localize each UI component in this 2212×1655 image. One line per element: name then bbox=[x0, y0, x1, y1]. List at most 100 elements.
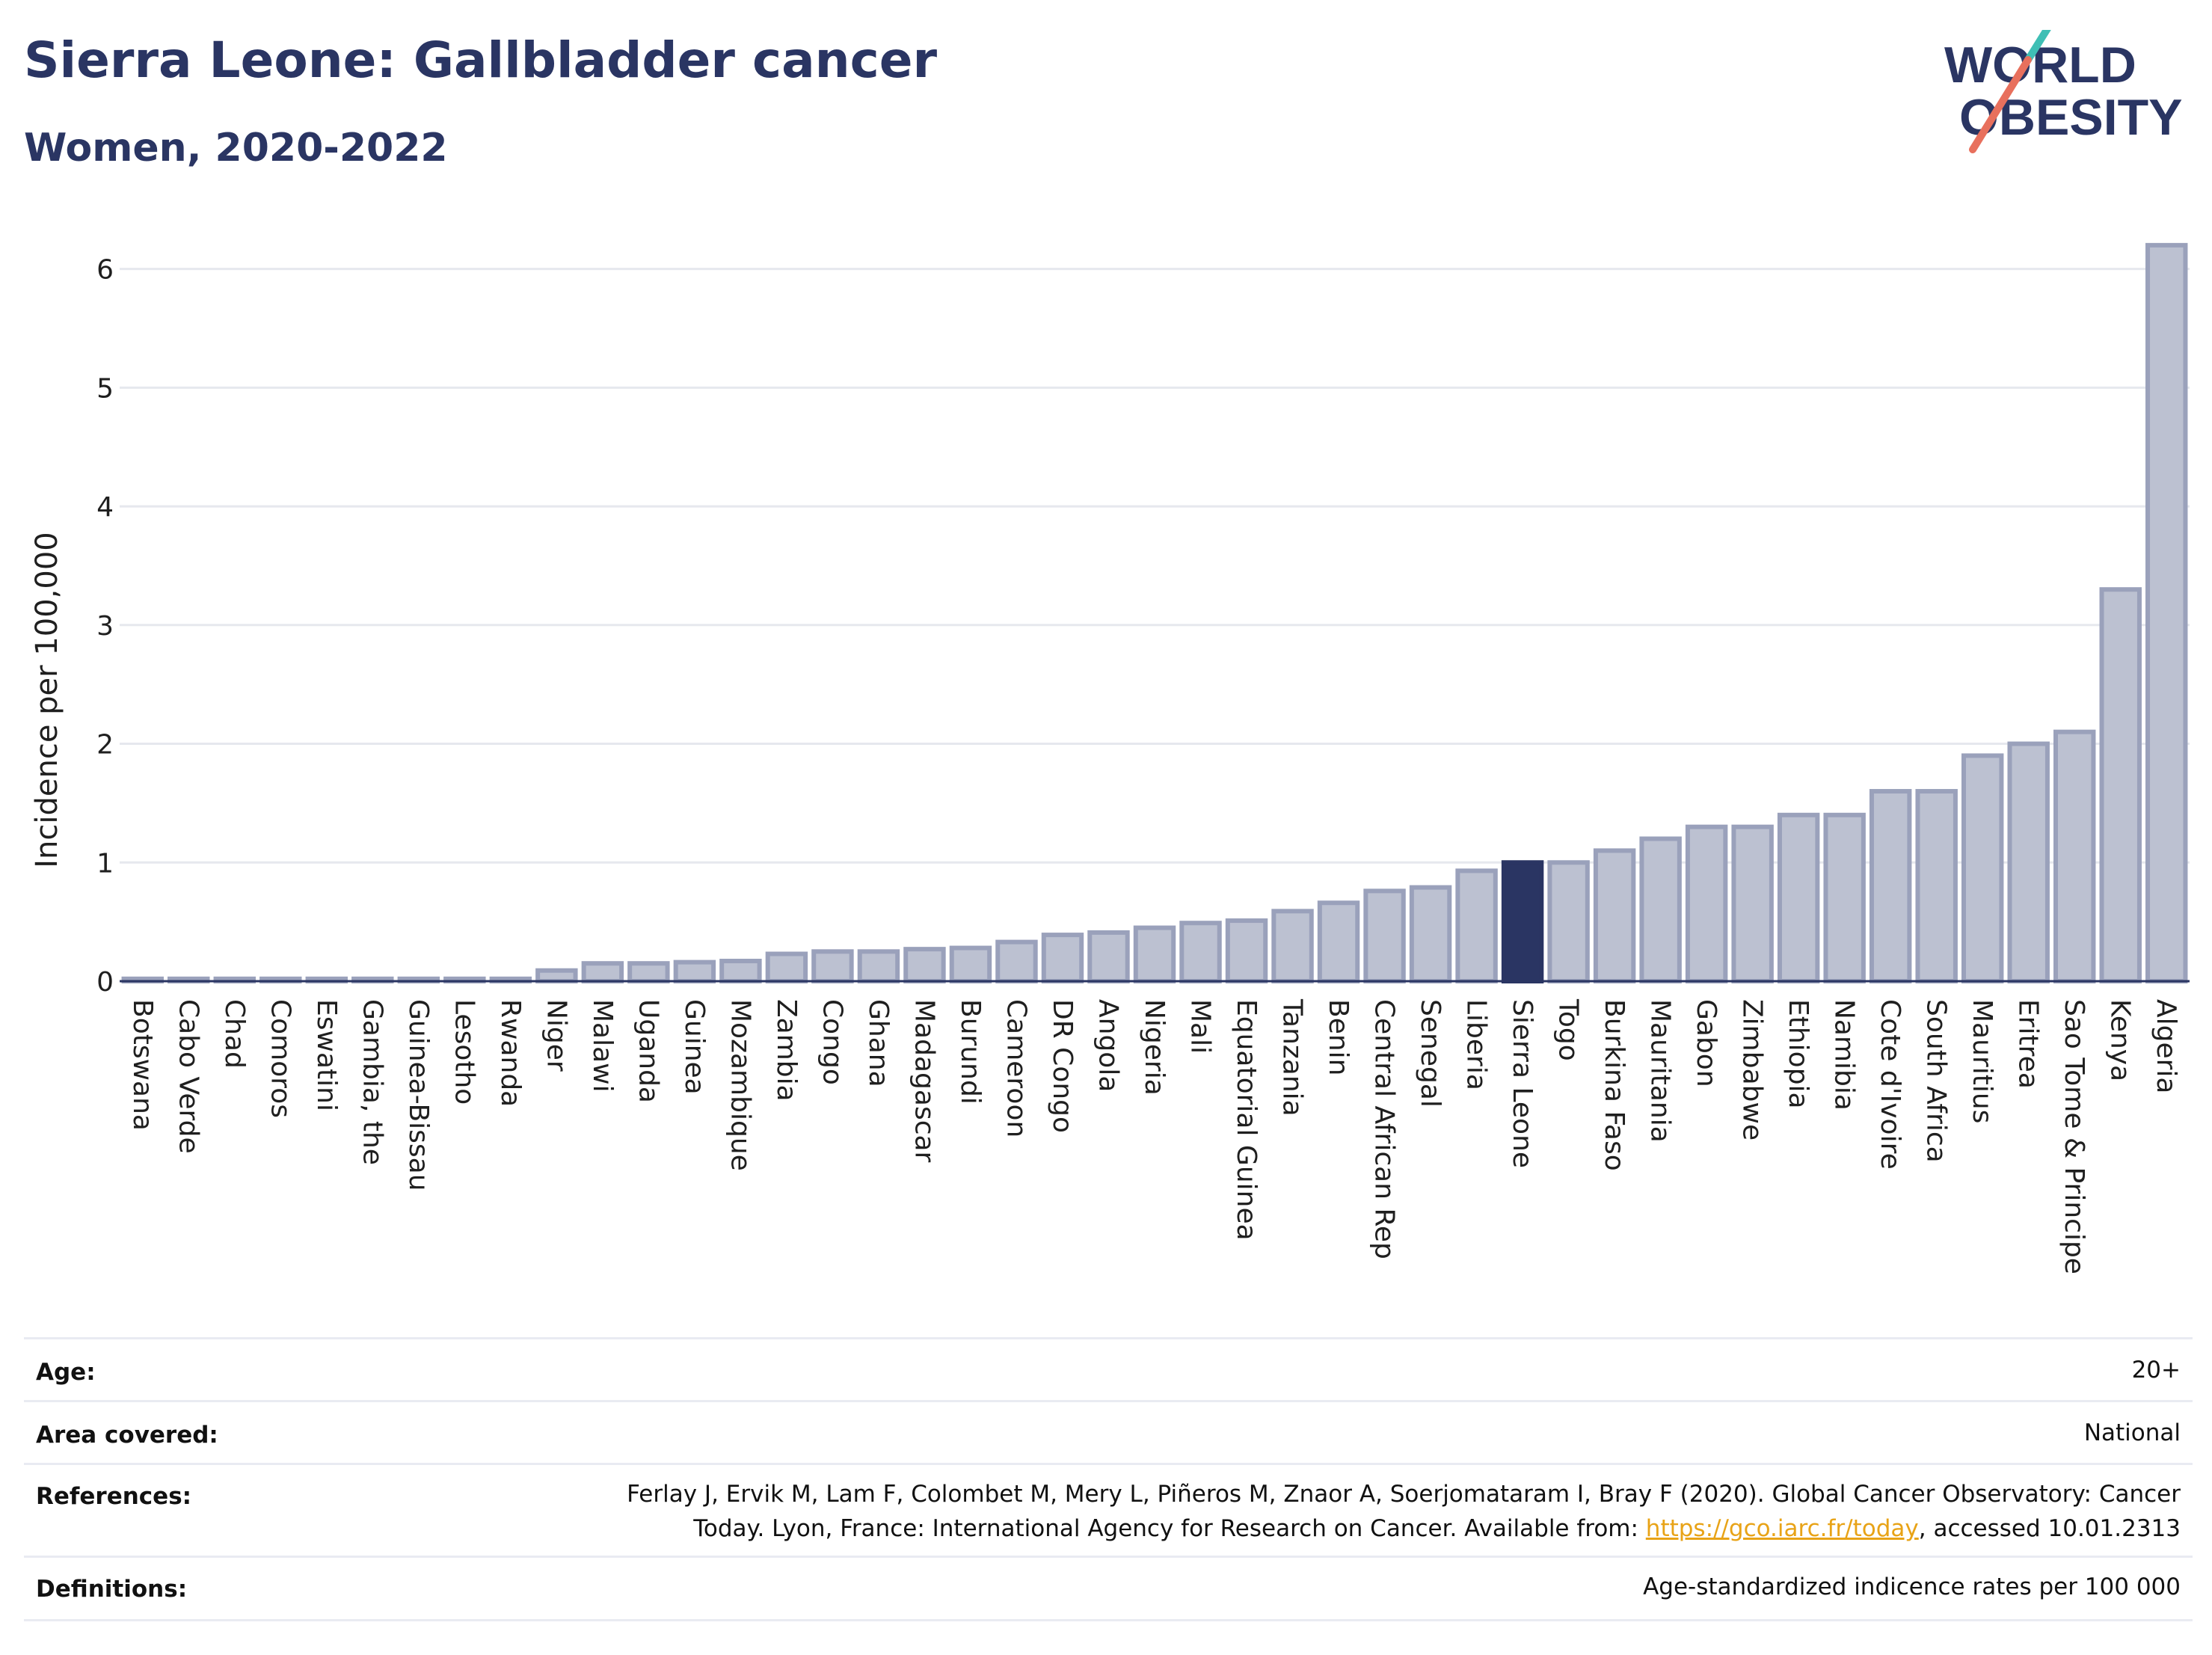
x-tick-label: Central African Rep bbox=[1369, 999, 1400, 1259]
x-tick-label: Sierra Leone bbox=[1507, 999, 1537, 1168]
meta-row-definitions: Definitions: Age-standardized indicence … bbox=[24, 1556, 2193, 1621]
x-tick-label: Burkina Faso bbox=[1599, 999, 1629, 1171]
references-line-1: Ferlay J, Ervik M, Lam F, Colombet M, Me… bbox=[627, 1481, 2181, 1508]
bar bbox=[1271, 909, 1314, 984]
bar bbox=[535, 968, 578, 983]
bar bbox=[949, 945, 992, 983]
bar-chart: Incidence per 100,000 0 1 2 3 4 5 6 Botswana Ca… bbox=[30, 242, 2190, 1274]
x-tick-label: Kenya bbox=[2105, 999, 2136, 1081]
bar bbox=[673, 959, 716, 983]
meta-row-area: Area covered: National bbox=[24, 1400, 2193, 1465]
bar bbox=[1225, 918, 1268, 983]
x-tick-label: Gabon bbox=[1691, 999, 1721, 1087]
meta-row-references: References: Ferlay J, Ervik M, Lam F, Co… bbox=[24, 1463, 2193, 1558]
x-tick-label: Mozambique bbox=[725, 999, 755, 1171]
definitions-label: Definitions: bbox=[36, 1576, 188, 1603]
x-tick-label: Guinea bbox=[679, 999, 710, 1095]
world-obesity-logo: WORLD OBESITY bbox=[1944, 30, 2183, 153]
logo-slash-coral bbox=[1969, 56, 2032, 153]
bar bbox=[765, 951, 808, 984]
page-title: Sierra Leone: Gallbladder cancer bbox=[24, 31, 938, 89]
x-tick-label: Benin bbox=[1323, 999, 1354, 1075]
y-tick-label: 6 bbox=[96, 255, 114, 286]
bar bbox=[1593, 848, 1636, 984]
y-tick-label: 2 bbox=[96, 730, 114, 761]
x-tick-label: Cote d'Ivoire bbox=[1875, 999, 1905, 1170]
x-tick-label: Equatorial Guinea bbox=[1231, 999, 1262, 1241]
x-tick-label: Lesotho bbox=[449, 999, 479, 1105]
x-tick-label: Liberia bbox=[1461, 999, 1492, 1090]
bar bbox=[2099, 587, 2142, 983]
x-tick-label: Gambia, the bbox=[357, 999, 387, 1165]
x-tick-label: Eswatini bbox=[311, 999, 342, 1111]
bar bbox=[1961, 753, 2004, 984]
x-tick-label: Uganda bbox=[633, 999, 663, 1103]
bar bbox=[581, 961, 624, 983]
bar bbox=[1041, 933, 1084, 983]
x-tick-label: Rwanda bbox=[495, 999, 526, 1107]
x-tick-label: Algeria bbox=[2151, 999, 2181, 1094]
x-tick-label: DR Congo bbox=[1047, 999, 1078, 1133]
bar bbox=[1547, 860, 1590, 984]
x-tick-label: Cabo Verde bbox=[173, 999, 203, 1154]
x-tick-labels: Botswana Cabo Verde Chad Comoros Eswatini Gam… bbox=[127, 998, 2181, 1274]
bar bbox=[1639, 836, 1682, 983]
x-tick-label: Namibia bbox=[1829, 999, 1860, 1111]
x-tick-label: Togo bbox=[1553, 998, 1584, 1061]
references-link[interactable]: https://gco.iarc.fr/today bbox=[1645, 1515, 1919, 1542]
bar bbox=[1685, 824, 1728, 983]
x-tick-label: Ghana bbox=[863, 999, 894, 1087]
bar bbox=[1455, 868, 1498, 984]
y-tick-labels: 0 1 2 3 4 5 6 bbox=[96, 255, 114, 998]
bar bbox=[1317, 900, 1360, 983]
logo-slash-teal bbox=[2024, 30, 2051, 64]
x-tick-label: Angola bbox=[1093, 999, 1123, 1092]
bar bbox=[2053, 729, 2096, 984]
x-tick-label: Madagascar bbox=[909, 999, 939, 1163]
x-tick-label: Malawi bbox=[587, 999, 618, 1093]
bar bbox=[627, 961, 670, 983]
x-tick-label: Niger bbox=[541, 999, 571, 1072]
y-axis-label: Incidence per 100,000 bbox=[30, 532, 64, 868]
x-tick-label: Sao Tome & Principe bbox=[2059, 999, 2089, 1274]
x-tick-label: Ethiopia bbox=[1783, 999, 1813, 1109]
bar bbox=[903, 947, 946, 983]
bars bbox=[121, 242, 2188, 984]
x-tick-label: Zimbabwe bbox=[1737, 999, 1768, 1140]
x-tick-label: Chad bbox=[219, 999, 250, 1069]
x-tick-label: Comoros bbox=[265, 999, 295, 1118]
x-tick-label: South Africa bbox=[1921, 999, 1952, 1163]
x-tick-label: Zambia bbox=[771, 999, 802, 1102]
x-tick-label: Nigeria bbox=[1139, 999, 1170, 1096]
references-label: References: bbox=[36, 1483, 192, 1510]
bar bbox=[1087, 930, 1130, 984]
y-tick-label: 4 bbox=[96, 492, 114, 523]
page-subtitle: Women, 2020-2022 bbox=[24, 126, 448, 171]
bar bbox=[1133, 925, 1176, 983]
bar bbox=[1363, 888, 1406, 984]
bar bbox=[1731, 824, 1774, 983]
bar bbox=[719, 959, 762, 983]
grid-lines bbox=[120, 268, 2190, 864]
bar bbox=[857, 949, 900, 984]
x-tick-label: Tanzania bbox=[1277, 998, 1308, 1117]
y-tick-label: 3 bbox=[96, 611, 114, 642]
bar bbox=[995, 939, 1038, 983]
area-value: National bbox=[2083, 1419, 2181, 1446]
x-tick-label: Senegal bbox=[1415, 999, 1446, 1108]
references-text: Today. Lyon, France: International Agenc… bbox=[693, 1515, 1646, 1542]
references-value: Ferlay J, Ervik M, Lam F, Colombet M, Me… bbox=[627, 1477, 2181, 1546]
references-accessed: , accessed 10.01.2313 bbox=[1918, 1515, 2181, 1542]
y-tick-label: 1 bbox=[96, 848, 114, 879]
bar bbox=[1823, 812, 1866, 984]
age-label: Age: bbox=[36, 1359, 96, 1386]
bar bbox=[2145, 242, 2188, 984]
bar bbox=[2007, 741, 2050, 983]
x-tick-label: Cameroon bbox=[1001, 999, 1031, 1137]
x-tick-label: Mali bbox=[1185, 999, 1216, 1054]
definitions-value: Age-standardized indicence rates per 100… bbox=[1643, 1573, 2181, 1600]
x-tick-label: Burundi bbox=[955, 999, 986, 1105]
age-value: 20+ bbox=[2131, 1357, 2181, 1384]
x-tick-label: Guinea-Bissau bbox=[403, 999, 434, 1191]
meta-row-age: Age: 20+ bbox=[24, 1337, 2193, 1402]
